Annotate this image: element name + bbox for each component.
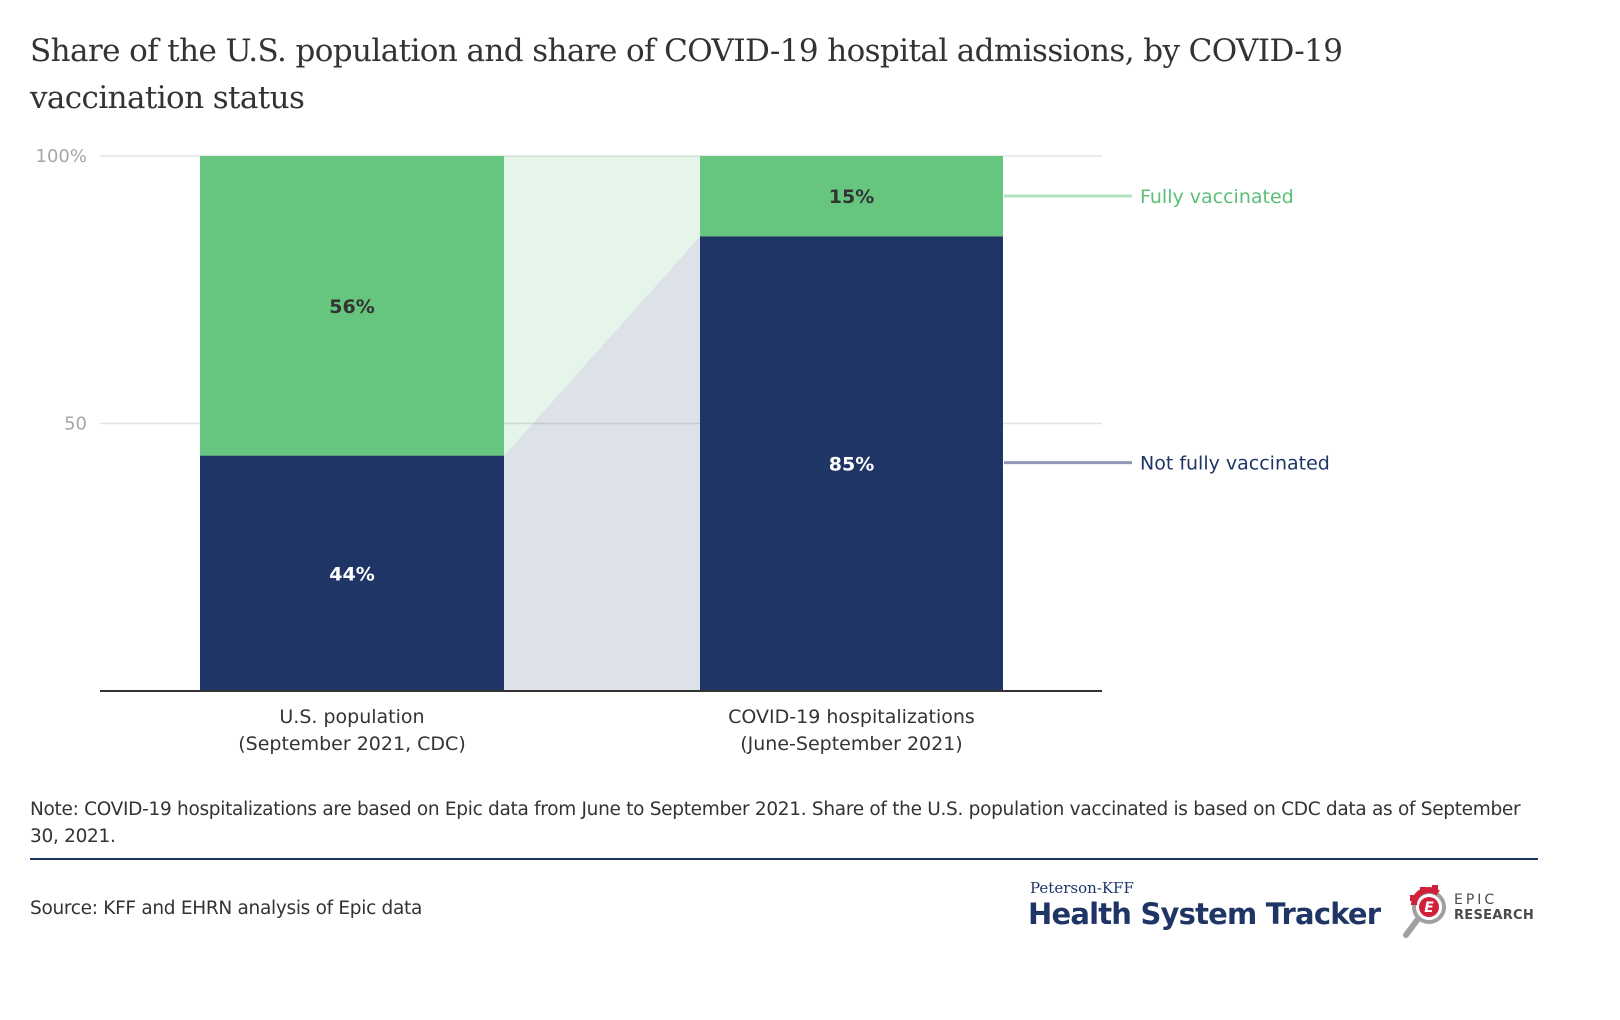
chart-note: Note: COVID-19 hospitalizations are base… bbox=[30, 799, 1521, 847]
category-label-0-line2: (September 2021, CDC) bbox=[238, 733, 465, 755]
epic-research-logo-text: EPIC RESEARCH bbox=[1454, 892, 1535, 924]
stacked-bar-chart: 50 100% 44% 56% 85% 15% U.S. population (Sept… bbox=[36, 146, 1330, 755]
legend-label-not-fully-vaccinated: Not fully vaccinated bbox=[1140, 453, 1330, 475]
category-labels: U.S. population (September 2021, CDC) COVI… bbox=[238, 706, 975, 755]
value-labels: 44% 56% 85% 15% bbox=[329, 186, 874, 585]
bar-segment-fully-vaccinated-0 bbox=[200, 156, 504, 456]
epic-letter: E bbox=[1424, 900, 1434, 916]
health-system-tracker-logo: Health System Tracker bbox=[1028, 897, 1381, 931]
connector-band-not-fully-vaccinated bbox=[504, 236, 700, 691]
chart-title: Share of the U.S. population and share o… bbox=[30, 33, 1343, 116]
bars bbox=[200, 156, 1003, 691]
bar-segment-not-fully-vaccinated-1 bbox=[700, 236, 1003, 691]
legend: Not fully vaccinated Fully vaccinated bbox=[1004, 186, 1330, 475]
legend-label-fully-vaccinated: Fully vaccinated bbox=[1140, 186, 1294, 208]
epic-label: EPIC bbox=[1454, 892, 1498, 908]
value-label-fully-vaccinated-0: 56% bbox=[329, 296, 374, 318]
epic-research-magnifier-gear-icon: E bbox=[1403, 885, 1446, 938]
y-axis-ticks: 50 100% bbox=[36, 146, 87, 435]
y-tick-label-100: 100% bbox=[36, 146, 87, 167]
value-label-not-fully-vaccinated-0: 44% bbox=[329, 563, 374, 585]
category-label-0-line1: U.S. population bbox=[279, 706, 424, 728]
category-label-1-line2: (June-September 2021) bbox=[740, 733, 962, 755]
chart-source: Source: KFF and EHRN analysis of Epic da… bbox=[30, 898, 422, 919]
value-label-fully-vaccinated-1: 15% bbox=[829, 186, 874, 208]
bar-segment-fully-vaccinated-1 bbox=[700, 156, 1003, 237]
connector-band-fully-vaccinated bbox=[504, 156, 700, 456]
bar-segment-not-fully-vaccinated-0 bbox=[200, 455, 504, 691]
peterson-kff-logo-text: Peterson-KFF bbox=[1030, 879, 1134, 897]
y-tick-label-50: 50 bbox=[64, 414, 87, 435]
category-label-1-line1: COVID-19 hospitalizations bbox=[728, 706, 975, 728]
footer-divider bbox=[30, 858, 1538, 860]
value-label-not-fully-vaccinated-1: 85% bbox=[829, 454, 874, 476]
connector-bands bbox=[504, 156, 700, 691]
research-label: RESEARCH bbox=[1454, 908, 1535, 923]
